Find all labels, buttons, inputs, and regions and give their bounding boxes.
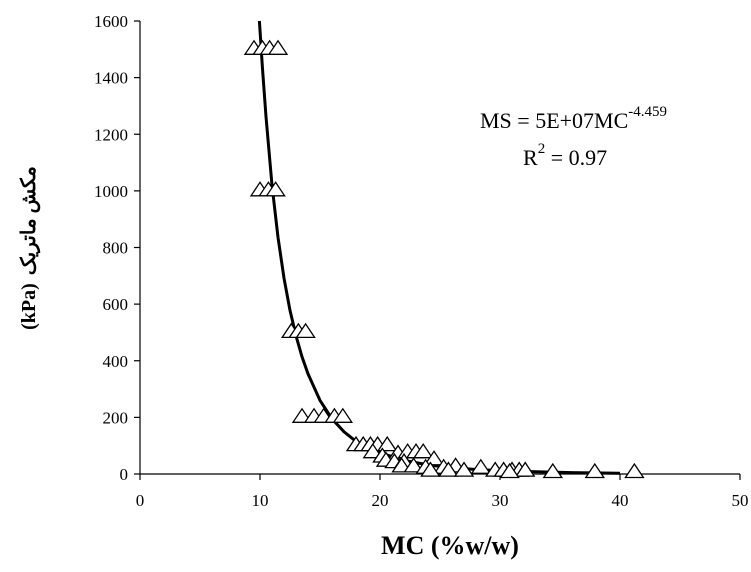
y-axis-title-unit: (kPa) bbox=[18, 283, 40, 330]
triangle-marker bbox=[423, 450, 445, 466]
triangle-marker bbox=[420, 461, 441, 477]
triangle-marker bbox=[499, 462, 520, 479]
x-tick-label: 40 bbox=[612, 491, 629, 510]
triangle-marker bbox=[412, 443, 434, 459]
data-markers bbox=[243, 39, 645, 479]
triangle-marker bbox=[514, 461, 536, 477]
x-tick-label: 10 bbox=[252, 491, 269, 510]
triangle-marker bbox=[376, 435, 398, 452]
y-tick-label: 1600 bbox=[94, 12, 128, 31]
x-tick-label: 50 bbox=[732, 491, 749, 510]
triangle-marker bbox=[265, 181, 286, 197]
x-tick-label: 30 bbox=[492, 491, 509, 510]
triangle-marker bbox=[584, 462, 606, 479]
y-axis-title-fa: مکش ماتریک bbox=[18, 166, 41, 275]
svg-text:(kPa)مکش ماتریک: (kPa) مکش ماتریک bbox=[18, 166, 41, 330]
y-axis-title: (kPa) مکش ماتریک bbox=[18, 166, 41, 330]
fit-curve bbox=[257, 20, 621, 475]
y-ticks: 0 200 400 600 800 1000 1200 1400 1600 bbox=[94, 12, 140, 484]
triangle-marker bbox=[624, 462, 645, 479]
triangle-marker bbox=[438, 461, 459, 477]
triangle-marker bbox=[542, 462, 564, 479]
triangle-marker bbox=[403, 457, 424, 473]
equation-line-1: MS = 5E+07MC-4.459 bbox=[480, 104, 667, 133]
y-tick-label: 200 bbox=[103, 408, 129, 427]
y-tick-label: 0 bbox=[120, 465, 129, 484]
y-tick-label: 1200 bbox=[94, 125, 128, 144]
x-tick-label: 0 bbox=[136, 491, 145, 510]
y-tick-label: 600 bbox=[103, 295, 129, 314]
x-axis-title: MC (%w/w) bbox=[381, 531, 519, 560]
x-ticks: 0 10 20 30 40 50 bbox=[136, 474, 749, 510]
y-tick-label: 1400 bbox=[94, 69, 128, 88]
y-tick-label: 800 bbox=[103, 239, 129, 258]
equation-line-2: R2 = 0.97 bbox=[523, 141, 607, 170]
triangle-marker bbox=[362, 443, 384, 459]
triangle-marker bbox=[295, 322, 316, 339]
y-tick-label: 400 bbox=[103, 352, 129, 371]
triangle-marker bbox=[332, 407, 354, 423]
triangle-marker bbox=[267, 39, 289, 55]
y-tick-label: 1000 bbox=[94, 182, 128, 201]
triangle-marker bbox=[470, 458, 492, 474]
triangle-marker bbox=[453, 461, 475, 477]
x-tick-label: 20 bbox=[372, 491, 389, 510]
